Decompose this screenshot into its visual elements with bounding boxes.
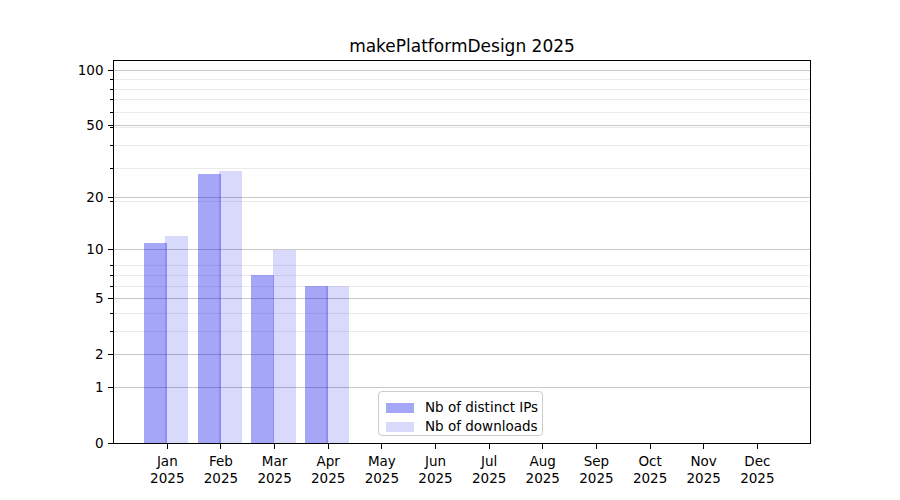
- x-tick-label-month-jul: Jul: [480, 453, 497, 469]
- x-tick-label-month-mar: Mar: [262, 453, 288, 469]
- x-tick-label-month-sep: Sep: [584, 453, 609, 469]
- x-tick-label-year-oct: 2025: [633, 470, 667, 486]
- legend: Nb of distinct IPs Nb of downloads: [378, 391, 543, 436]
- bar-nb-of-distinct-ips-jan: [144, 243, 167, 444]
- bar-nb-of-downloads-jan: [165, 236, 188, 443]
- x-axis-ticks: [167, 444, 757, 449]
- x-tick-label-year-nov: 2025: [687, 470, 721, 486]
- x-tick-label-month-aug: Aug: [530, 453, 556, 469]
- y-tick-label-50: 50: [86, 117, 103, 133]
- y-tick-label-1: 1: [95, 379, 104, 395]
- legend-label-distinct-ips: Nb of distinct IPs: [425, 398, 538, 417]
- y-tick-label-0: 0: [95, 435, 104, 451]
- x-tick-label-month-feb: Feb: [209, 453, 233, 469]
- x-tick-label-year-aug: 2025: [526, 470, 560, 486]
- y-tick-label-2: 2: [95, 346, 104, 362]
- legend-item-distinct-ips: Nb of distinct IPs: [386, 398, 542, 417]
- y-tick-label-20: 20: [86, 189, 103, 205]
- x-tick-label-month-jun: Jun: [424, 453, 446, 469]
- legend-label-downloads: Nb of downloads: [425, 417, 538, 436]
- legend-item-downloads: Nb of downloads: [386, 417, 542, 436]
- x-tick-label-year-jun: 2025: [418, 470, 452, 486]
- x-tick-label-year-jan: 2025: [150, 470, 184, 486]
- bar-nb-of-downloads-feb: [219, 171, 242, 443]
- y-tick-label-5: 5: [95, 290, 104, 306]
- x-tick-label-month-apr: Apr: [317, 453, 341, 469]
- x-tick-label-year-may: 2025: [365, 470, 399, 486]
- y-tick-label-10: 10: [86, 241, 103, 257]
- x-tick-label-month-nov: Nov: [691, 453, 717, 469]
- bar-nb-of-distinct-ips-feb: [198, 174, 221, 443]
- x-tick-label-month-oct: Oct: [638, 453, 661, 469]
- bar-nb-of-distinct-ips-mar: [251, 275, 274, 443]
- x-tick-label-year-dec: 2025: [740, 470, 774, 486]
- y-axis-ticks: [108, 70, 113, 443]
- legend-swatch-downloads: [386, 422, 414, 432]
- x-tick-label-month-may: May: [368, 453, 396, 469]
- chart-figure: makePlatformDesign 2025 0125102050100Jan…: [0, 0, 900, 500]
- x-tick-label-month-dec: Dec: [744, 453, 770, 469]
- x-tick-label-year-feb: 2025: [204, 470, 238, 486]
- x-tick-label-year-mar: 2025: [257, 470, 291, 486]
- bar-nb-of-downloads-apr: [326, 286, 349, 443]
- bar-nb-of-distinct-ips-apr: [305, 286, 328, 443]
- bars: [144, 171, 349, 443]
- x-tick-label-year-sep: 2025: [579, 470, 613, 486]
- legend-swatch-distinct-ips: [386, 403, 414, 413]
- x-tick-label-month-jan: Jan: [156, 453, 178, 469]
- bar-nb-of-downloads-mar: [273, 250, 296, 444]
- y-tick-label-100: 100: [78, 62, 104, 78]
- x-tick-label-year-apr: 2025: [311, 470, 345, 486]
- x-tick-label-year-jul: 2025: [472, 470, 506, 486]
